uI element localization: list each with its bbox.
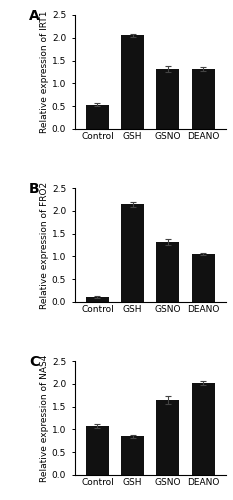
Bar [121,36,144,129]
Bar [86,298,109,302]
Text: A: A [29,10,40,24]
Bar [86,104,109,129]
Bar [192,68,215,129]
Bar [121,204,144,302]
Bar [192,383,215,475]
Bar [156,68,179,129]
Y-axis label: Relative expression of FRO2: Relative expression of FRO2 [40,182,49,308]
Bar [156,400,179,475]
Bar [86,426,109,475]
Text: C: C [29,356,39,370]
Text: B: B [29,182,40,196]
Bar [156,242,179,302]
Y-axis label: Relative expression of NAS4: Relative expression of NAS4 [40,354,49,482]
Bar [121,436,144,475]
Y-axis label: Relative expression of IRT1: Relative expression of IRT1 [40,10,49,133]
Bar [192,254,215,302]
